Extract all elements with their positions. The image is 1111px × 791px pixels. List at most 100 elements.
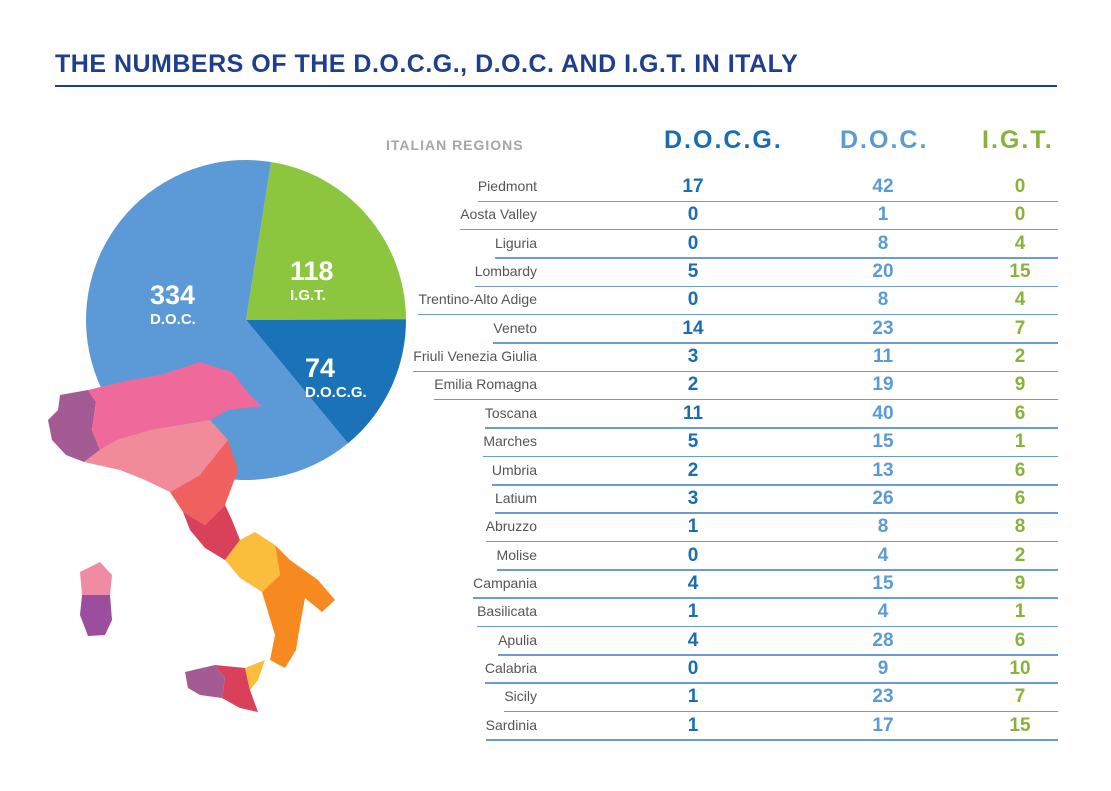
table-row: Umbria 2 13 6 bbox=[400, 458, 1058, 486]
row-divider bbox=[485, 427, 1058, 429]
igt-value: 6 bbox=[1014, 459, 1026, 481]
table-row: Veneto 14 23 7 bbox=[400, 316, 1058, 344]
docg-value: 3 bbox=[687, 487, 699, 509]
table-row: Friuli Venezia Giulia 3 11 2 bbox=[400, 344, 1058, 373]
title-divider bbox=[55, 85, 1057, 87]
doc-value: 15 bbox=[872, 431, 894, 453]
table-row: Campania 4 15 9 bbox=[400, 571, 1058, 599]
row-divider bbox=[434, 398, 1058, 401]
row-divider bbox=[504, 710, 1058, 713]
docg-value: 1 bbox=[687, 686, 699, 708]
region-name: Aosta Valley bbox=[460, 206, 537, 223]
doc-value: 15 bbox=[872, 572, 894, 594]
docg-value: 0 bbox=[687, 544, 699, 566]
doc-value: 28 bbox=[872, 629, 894, 651]
igt-value: 0 bbox=[1014, 176, 1026, 197]
docg-value: 1 bbox=[687, 714, 699, 736]
table-row: Sardinia 1 17 15 bbox=[400, 713, 1058, 741]
region-name: Latium bbox=[494, 489, 537, 506]
region-name: Emilia Romagna bbox=[434, 376, 537, 393]
map-region-sardinia-north bbox=[80, 562, 112, 595]
pie-label-igt: 118 I.G.T. bbox=[290, 256, 334, 304]
row-divider bbox=[477, 625, 1058, 628]
docg-value: 5 bbox=[687, 261, 699, 283]
igt-value: 9 bbox=[1014, 374, 1026, 396]
docg-value: 4 bbox=[687, 629, 699, 651]
docg-value: 4 bbox=[687, 572, 699, 594]
doc-value: 8 bbox=[877, 516, 889, 538]
map-region-sicily-east bbox=[245, 660, 265, 690]
docg-value: 17 bbox=[682, 176, 704, 197]
docg-value: 3 bbox=[687, 346, 699, 368]
table-row: Sicily 1 23 7 bbox=[400, 684, 1058, 713]
row-divider bbox=[492, 484, 1058, 486]
pie-value-igt: 118 bbox=[290, 256, 334, 286]
docg-value: 2 bbox=[687, 459, 699, 481]
igt-value: 6 bbox=[1014, 629, 1026, 651]
igt-value: 2 bbox=[1014, 346, 1026, 368]
docg-value: 2 bbox=[687, 374, 699, 396]
doc-value: 20 bbox=[872, 261, 894, 283]
docg-value: 0 bbox=[687, 657, 699, 679]
igt-value: 8 bbox=[1014, 516, 1026, 538]
doc-value: 23 bbox=[872, 317, 894, 339]
map-region-south bbox=[262, 545, 335, 668]
region-name: Basilicata bbox=[477, 603, 537, 620]
igt-value: 4 bbox=[1014, 232, 1026, 254]
igt-value: 15 bbox=[1009, 261, 1031, 283]
region-name: Friuli Venezia Giulia bbox=[413, 348, 537, 365]
table-row: Marches 5 15 1 bbox=[400, 429, 1058, 458]
table-row: Aosta Valley 0 1 0 bbox=[400, 202, 1058, 231]
map-region-sicily-west bbox=[185, 665, 225, 698]
docg-value: 14 bbox=[682, 317, 704, 339]
region-name: Marches bbox=[483, 433, 537, 450]
table-row: Toscana 11 40 6 bbox=[400, 401, 1058, 429]
doc-value: 17 bbox=[872, 714, 894, 736]
doc-value: 4 bbox=[877, 544, 889, 566]
region-name: Piedmont bbox=[477, 178, 537, 194]
docg-value: 0 bbox=[687, 204, 699, 226]
region-name: Toscana bbox=[484, 404, 537, 421]
doc-value: 40 bbox=[872, 402, 894, 424]
region-name: Molise bbox=[496, 546, 537, 563]
map-region-sardinia-south bbox=[80, 595, 112, 636]
row-divider bbox=[475, 285, 1058, 288]
table-row: Liguria 0 8 4 bbox=[400, 231, 1058, 259]
igt-value: 9 bbox=[1014, 572, 1026, 594]
doc-value: 13 bbox=[872, 459, 894, 481]
row-divider bbox=[418, 313, 1058, 316]
region-name: Lombardy bbox=[474, 263, 537, 280]
row-divider bbox=[497, 569, 1058, 571]
map-region-north bbox=[88, 362, 262, 450]
igt-value: 6 bbox=[1014, 487, 1026, 509]
region-name: Trentino-Alto Adige bbox=[418, 291, 537, 308]
map-region-aosta-piedmont bbox=[48, 390, 100, 462]
region-name: Sicily bbox=[504, 688, 537, 705]
docg-value: 11 bbox=[682, 402, 704, 424]
table-row: Latium 3 26 6 bbox=[400, 486, 1058, 514]
pie-label-text-docg: D.O.C.G. bbox=[305, 384, 367, 401]
map-region-center bbox=[170, 440, 238, 525]
row-divider bbox=[485, 682, 1058, 684]
region-name: Umbria bbox=[491, 461, 537, 478]
row-divider bbox=[486, 540, 1058, 543]
pie-value-docg: 74 bbox=[305, 353, 336, 383]
igt-value: 6 bbox=[1014, 402, 1026, 424]
row-divider bbox=[498, 654, 1058, 656]
table-row: Calabria 0 9 10 bbox=[400, 656, 1058, 684]
doc-value: 9 bbox=[877, 657, 889, 679]
igt-value: 10 bbox=[1009, 657, 1031, 679]
table-row: Piedmont 17 42 0 bbox=[400, 174, 1058, 202]
table-row: Emilia Romagna 2 19 9 bbox=[400, 372, 1058, 401]
doc-value: 42 bbox=[872, 176, 894, 197]
header-regions: ITALIAN REGIONS bbox=[386, 137, 524, 153]
docg-value: 1 bbox=[687, 601, 699, 623]
header-igt: I.G.T. bbox=[982, 126, 1054, 154]
igt-value: 4 bbox=[1014, 289, 1026, 311]
igt-value: 1 bbox=[1014, 601, 1026, 623]
table-row: Trentino-Alto Adige 0 8 4 bbox=[400, 287, 1058, 316]
map-region-sicily-center bbox=[215, 665, 258, 712]
row-divider bbox=[493, 342, 1058, 344]
row-divider bbox=[460, 228, 1058, 231]
